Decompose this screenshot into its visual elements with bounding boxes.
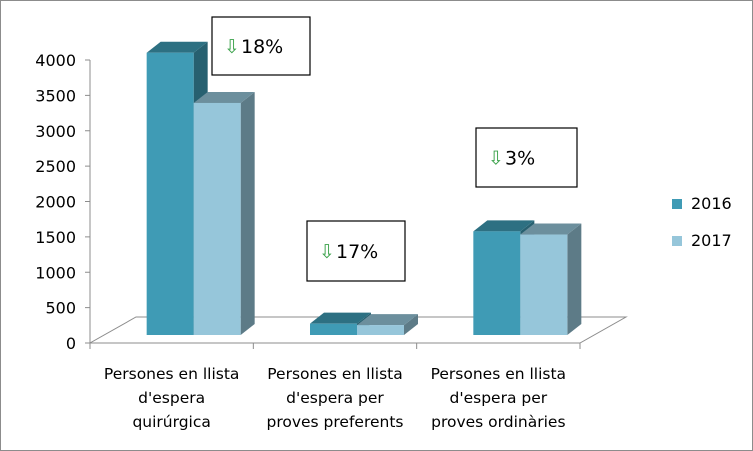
legend-layer: 2016 2017 (672, 194, 732, 250)
bar (193, 102, 241, 335)
x-tick-label: Persones en llista (431, 365, 566, 383)
x-tick-label: quirúrgica (132, 413, 210, 431)
y-tick-label: 0 (66, 334, 76, 353)
bar-side (404, 314, 418, 335)
y-tick-label: 1000 (35, 263, 76, 282)
bar (520, 234, 568, 335)
bar (310, 323, 357, 335)
bar-top (520, 223, 582, 235)
bar-top (310, 312, 371, 324)
annotation-text: 3% (505, 148, 535, 170)
x-tick-label: proves ordinàries (431, 413, 565, 431)
y-tick-label: 1500 (35, 228, 76, 247)
annotations-layer: ⇩ 18%⇩ 17%⇩ 3% (211, 16, 578, 282)
x-tick-label: Persones en llista (267, 365, 402, 383)
bar-top (357, 314, 418, 326)
bar-top (146, 41, 208, 53)
down-arrow-icon: ⇩ (224, 36, 240, 58)
y-tick-label: 4000 (35, 51, 76, 70)
annotation-text: 18% (241, 36, 283, 58)
y-tick-label: 2000 (35, 193, 76, 212)
bar-side (240, 91, 255, 335)
bars-layer (146, 41, 582, 336)
x-tick-label: Persones en llista (104, 365, 239, 383)
annotation-box (211, 16, 311, 76)
y-tick-label: 3500 (35, 86, 76, 105)
legend-swatch (672, 236, 682, 246)
bar (357, 325, 404, 335)
y-tick-label: 2500 (35, 157, 76, 176)
annotation-text: 17% (336, 241, 378, 263)
bar (146, 52, 194, 336)
x-tick-label: d'espera (138, 389, 205, 407)
labels-layer: Persones en llista d'espera quirúrgica Pers… (104, 365, 566, 431)
annotation-box (475, 127, 578, 188)
bar-side (567, 223, 582, 335)
down-arrow-icon: ⇩ (319, 241, 335, 263)
bar (473, 231, 521, 335)
legend-label: 2016 (691, 194, 732, 213)
legend-label: 2017 (691, 231, 732, 250)
y-tick-label: 500 (45, 299, 76, 318)
bar-top (193, 91, 255, 103)
bar-top (473, 220, 535, 232)
legend-swatch (672, 199, 682, 209)
annotation-box (306, 220, 406, 282)
axis-layer: 0 500 1000 1500 2000 2500 3000 3500 4000 (35, 51, 628, 353)
x-tick-label: proves preferents (266, 413, 403, 431)
down-arrow-icon: ⇩ (488, 148, 504, 170)
x-tick-label: d'espera per (286, 389, 384, 407)
y-tick-label: 3000 (35, 122, 76, 141)
x-tick-label: d'espera per (450, 389, 548, 407)
